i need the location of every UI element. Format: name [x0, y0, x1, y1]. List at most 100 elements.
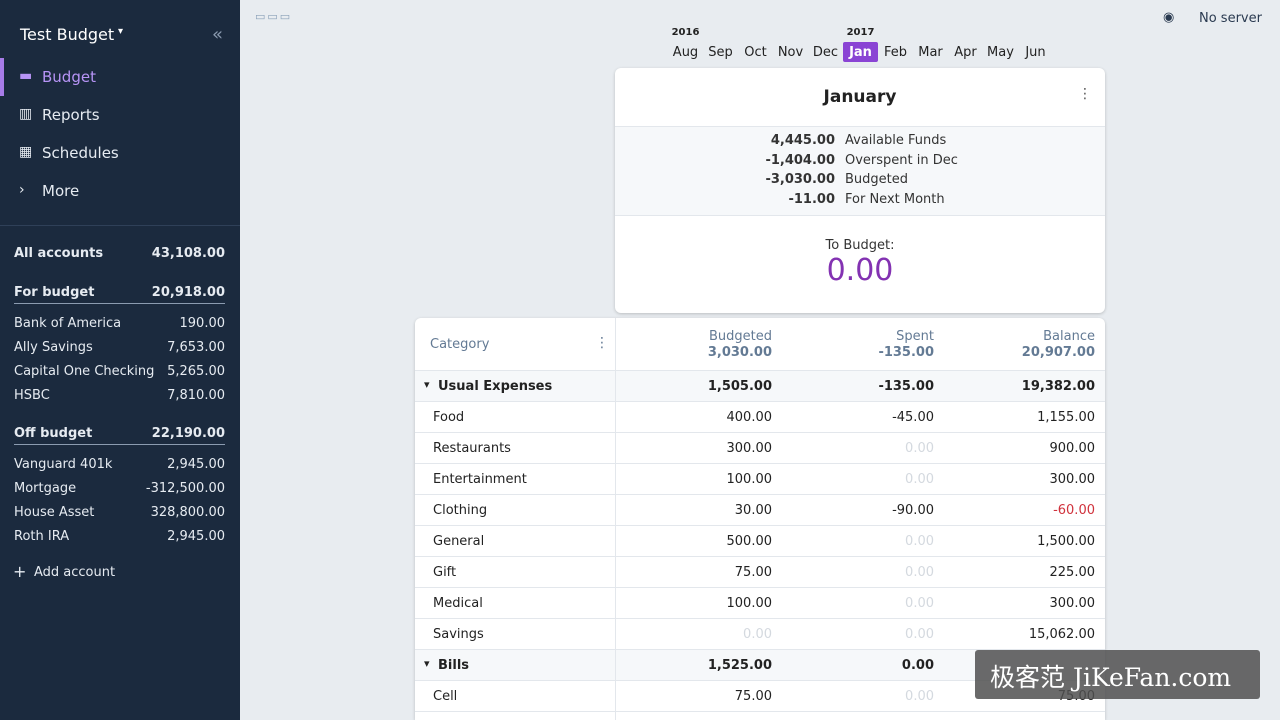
cell-value[interactable]: 100.00 [726, 596, 773, 611]
cell-value[interactable]: 300.00 [726, 441, 773, 456]
account-name[interactable]: Mortgage [14, 481, 77, 496]
summary-lines [615, 126, 1105, 216]
account-name[interactable]: Ally Savings [14, 340, 93, 355]
account-name[interactable]: HSBC [14, 388, 50, 403]
category-row[interactable] [415, 619, 1105, 650]
collapse[interactable]: « [212, 24, 224, 45]
summary-label: Overspent in Dec [845, 152, 958, 168]
category-name[interactable]: Clothing [433, 503, 488, 518]
group-row[interactable] [415, 371, 1105, 402]
category-name[interactable]: General [433, 534, 485, 549]
category-row[interactable] [415, 681, 1105, 712]
category-name[interactable]: Cell [433, 689, 458, 704]
account-name[interactable]: For budget [14, 285, 95, 300]
account-name[interactable]: All accounts [14, 246, 104, 261]
month[interactable]: Apr [954, 45, 977, 60]
divider [615, 526, 616, 557]
account-name[interactable]: Capital One Checking [14, 364, 155, 379]
category-row[interactable] [415, 464, 1105, 495]
category-name[interactable]: Usual Expenses [438, 379, 553, 394]
category-row[interactable] [415, 402, 1105, 433]
menu[interactable]: ⋮ [1078, 86, 1092, 102]
category-row[interactable] [415, 557, 1105, 588]
cell-value[interactable]: 1,505.00 [707, 379, 772, 394]
category-name[interactable]: Bills [438, 658, 470, 673]
cell-value[interactable]: 1,525.00 [707, 658, 772, 673]
account-balance[interactable]: -312,500.00 [145, 481, 225, 496]
to-budget-value[interactable]: 0.00 [826, 253, 894, 288]
category-row[interactable] [415, 495, 1105, 526]
server-status[interactable]: No server [1199, 11, 1262, 26]
account-name[interactable]: House Asset [14, 505, 95, 520]
cell-value: 0.00 [905, 627, 934, 642]
category-name[interactable]: Medical [433, 596, 483, 611]
column-total: 3,030.00 [707, 345, 772, 360]
add-icon[interactable]: + [13, 562, 27, 581]
cell-value: -135.00 [878, 379, 934, 394]
expand-caret[interactable]: ▾ [424, 657, 430, 670]
month[interactable]: Dec [812, 45, 839, 60]
cell-value[interactable]: 75.00 [734, 565, 772, 580]
category-name[interactable]: Savings [433, 627, 484, 642]
nav-item[interactable]: Schedules [42, 144, 119, 162]
month[interactable]: May [987, 45, 1014, 60]
account-name[interactable]: Vanguard 401k [14, 457, 113, 472]
month[interactable]: Aug [672, 45, 699, 60]
category-row[interactable] [415, 433, 1105, 464]
cell-value[interactable]: 75.00 [734, 689, 772, 704]
menu[interactable]: ⋮ [595, 335, 609, 351]
category-header: Category [430, 337, 490, 352]
cell-value[interactable]: 0.00 [743, 627, 772, 642]
nav-icon: › [19, 182, 25, 198]
divider [615, 650, 616, 681]
cell-value: 0.00 [905, 472, 934, 487]
year: 2017 [846, 27, 875, 38]
budget-name[interactable]: Test Budget [20, 25, 115, 44]
account-balance[interactable]: 328,800.00 [150, 505, 225, 520]
month[interactable]: Mar [918, 45, 943, 60]
cell-value: -45.00 [892, 410, 934, 425]
divider [615, 402, 616, 433]
account-balance[interactable]: 2,945.00 [167, 529, 225, 544]
account-name[interactable]: Roth IRA [14, 529, 70, 544]
account-balance[interactable]: 43,108.00 [151, 246, 225, 261]
eye-icon[interactable]: ◉ [1163, 10, 1175, 25]
expand-caret[interactable]: ▾ [424, 378, 430, 391]
divider [615, 557, 616, 588]
cell-value[interactable]: 500.00 [726, 534, 773, 549]
cell-value[interactable]: 30.00 [734, 503, 772, 518]
category-row[interactable] [415, 588, 1105, 619]
nav-item[interactable]: More [42, 182, 80, 200]
account-balance[interactable]: 7,653.00 [167, 340, 225, 355]
account-balance[interactable]: 190.00 [179, 316, 226, 331]
category-name[interactable]: Restaurants [433, 441, 511, 456]
month[interactable]: Sep [708, 45, 733, 60]
calendar-icons[interactable]: ▭▭▭ [255, 10, 293, 23]
account-balance[interactable]: 5,265.00 [167, 364, 225, 379]
account-balance[interactable]: 22,190.00 [151, 426, 225, 441]
account-balance[interactable]: 20,918.00 [151, 285, 225, 300]
month[interactable]: Nov [777, 45, 804, 60]
add-account[interactable]: Add account [34, 565, 116, 580]
divider [14, 303, 225, 304]
month[interactable]: Jan [849, 45, 872, 60]
divider [615, 588, 616, 619]
summary-value: -11.00 [788, 192, 835, 208]
account-name[interactable]: Off budget [14, 426, 93, 441]
nav-item[interactable]: Budget [42, 68, 96, 86]
month[interactable]: Feb [883, 45, 908, 60]
cell-value[interactable]: 100.00 [726, 472, 773, 487]
category-row[interactable] [415, 526, 1105, 557]
category-name[interactable]: Entertainment [433, 472, 527, 487]
summary-label: Available Funds [845, 133, 947, 148]
account-name[interactable]: Bank of America [14, 316, 122, 331]
nav-item[interactable]: Reports [42, 106, 100, 124]
account-balance[interactable]: 2,945.00 [167, 457, 225, 472]
account-balance[interactable]: 7,810.00 [167, 388, 225, 403]
month[interactable]: Jun [1025, 45, 1046, 60]
category-name[interactable]: Gift [433, 565, 457, 580]
category-name[interactable]: Food [433, 410, 465, 425]
month[interactable]: Oct [744, 45, 767, 60]
watermark: 极客范 JiKeFan.com [990, 663, 1232, 692]
cell-value[interactable]: 400.00 [726, 410, 773, 425]
